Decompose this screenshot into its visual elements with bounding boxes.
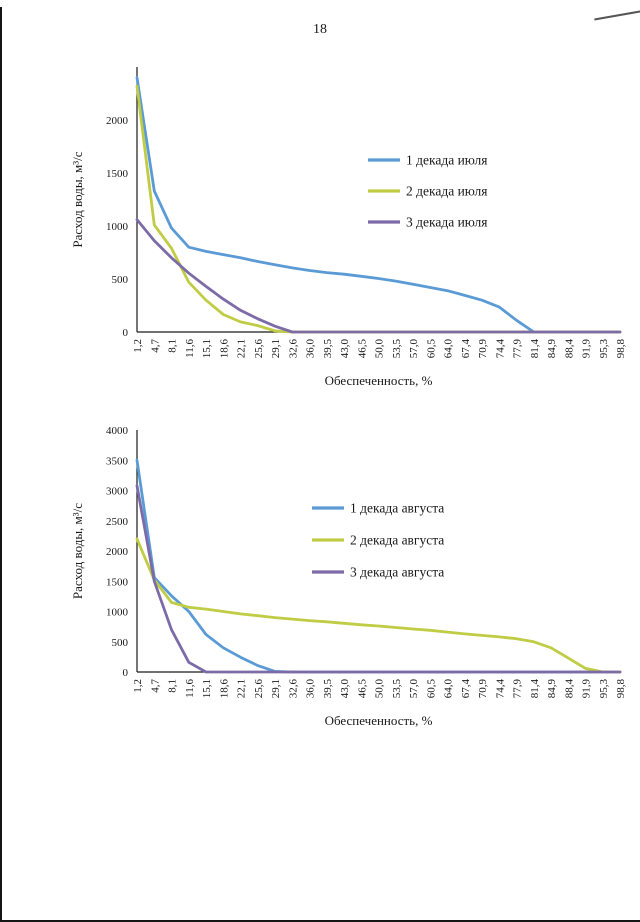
x-tick-label: 81,4 bbox=[529, 679, 541, 699]
x-tick-label: 50,0 bbox=[374, 679, 386, 699]
x-tick-label: 15,1 bbox=[201, 679, 213, 698]
chart-august-decades: 0 500 1000 1500 2000 2500 3000 3500 4000 1,2 4,7 8,… bbox=[55, 395, 640, 740]
x-tick-label: 74,4 bbox=[494, 339, 506, 359]
chart-july-decades: 0 500 1000 1500 2000 1,2 4,7 8,1 11,6 15,1 18,6 22,… bbox=[55, 55, 640, 400]
legend-label: 1 декада августа bbox=[350, 501, 444, 516]
x-tick-label: 29,1 bbox=[270, 339, 282, 358]
x-tick-label: 46,5 bbox=[356, 679, 368, 699]
x-tick-label: 77,9 bbox=[512, 339, 524, 359]
x-tick-label: 98,8 bbox=[615, 339, 627, 359]
x-tick-label: 53,5 bbox=[391, 339, 403, 359]
x-tick-label: 70,9 bbox=[477, 339, 489, 359]
x-tick-label: 91,9 bbox=[581, 339, 593, 359]
x-tick-label: 39,5 bbox=[322, 679, 334, 699]
page-number: 18 bbox=[313, 22, 327, 37]
scan-mark-top-right bbox=[594, 9, 640, 21]
x-tick-label: 60,5 bbox=[425, 339, 437, 359]
y-tick-label: 3000 bbox=[106, 486, 129, 498]
x-tick-label: 91,9 bbox=[581, 679, 593, 699]
y-tick-label: 500 bbox=[112, 274, 129, 286]
x-tick-label: 22,1 bbox=[236, 339, 248, 358]
chart-canvas: 0 500 1000 1500 2000 1,2 4,7 8,1 11,6 15,1 18,6 22,… bbox=[70, 67, 627, 388]
x-tick-label: 57,0 bbox=[408, 339, 420, 359]
x-tick-label: 18,6 bbox=[218, 679, 230, 699]
x-tick-label: 95,3 bbox=[598, 339, 610, 359]
x-tick-label: 70,9 bbox=[477, 679, 489, 699]
legend-label: 2 декада августа bbox=[350, 533, 444, 548]
x-tick-label: 50,0 bbox=[374, 339, 386, 359]
x-tick-label: 64,0 bbox=[443, 339, 455, 359]
x-tick-label: 53,5 bbox=[391, 679, 403, 699]
scan-border-left bbox=[0, 7, 2, 922]
x-tick-label: 81,4 bbox=[529, 339, 541, 359]
y-tick-label: 0 bbox=[123, 667, 129, 679]
x-tick-label: 22,1 bbox=[236, 679, 248, 698]
legend-label: 3 декада августа bbox=[350, 565, 444, 580]
x-tick-label: 43,0 bbox=[339, 339, 351, 359]
x-tick-label: 74,4 bbox=[494, 679, 506, 699]
x-tick-label: 11,6 bbox=[184, 679, 196, 698]
series-line bbox=[135, 84, 622, 334]
x-tick-label: 1,2 bbox=[132, 679, 144, 693]
x-tick-label: 32,6 bbox=[287, 339, 299, 359]
x-tick-label: 95,3 bbox=[598, 679, 610, 699]
x-tick-label: 15,1 bbox=[201, 339, 213, 358]
series-line bbox=[135, 484, 622, 674]
x-tick-label: 32,6 bbox=[287, 679, 299, 699]
legend-label: 3 декада июля bbox=[406, 215, 488, 230]
x-tick-label: 36,0 bbox=[305, 679, 317, 699]
x-tick-label: 8,1 bbox=[167, 339, 179, 353]
x-tick-label: 84,9 bbox=[546, 339, 558, 359]
x-tick-label: 88,4 bbox=[563, 339, 575, 359]
legend-label: 2 декада июля bbox=[406, 184, 488, 199]
x-tick-label: 25,6 bbox=[253, 679, 265, 699]
x-tick-label: 18,6 bbox=[218, 339, 230, 359]
x-tick-label: 98,8 bbox=[615, 679, 627, 699]
y-tick-label: 4000 bbox=[106, 425, 129, 437]
y-axis-title: Расход воды, м³/с bbox=[70, 503, 85, 599]
y-tick-label: 0 bbox=[123, 327, 129, 339]
x-tick-label: 36,0 bbox=[305, 339, 317, 359]
x-tick-label: 43,0 bbox=[339, 679, 351, 699]
x-tick-label: 8,1 bbox=[167, 679, 179, 693]
x-tick-label: 25,6 bbox=[253, 339, 265, 359]
y-axis-title: Расход воды, м³/с bbox=[70, 151, 85, 247]
x-tick-label: 11,6 bbox=[184, 339, 196, 358]
y-tick-label: 500 bbox=[112, 637, 129, 649]
x-tick-label: 1,2 bbox=[132, 339, 144, 353]
x-tick-label: 60,5 bbox=[425, 679, 437, 699]
x-tick-label: 29,1 bbox=[270, 679, 282, 698]
y-tick-label: 1500 bbox=[106, 576, 129, 588]
x-tick-label: 57,0 bbox=[408, 679, 420, 699]
series-line bbox=[135, 537, 622, 674]
y-tick-label: 3500 bbox=[106, 455, 129, 467]
y-tick-label: 2000 bbox=[106, 115, 129, 127]
y-tick-label: 2500 bbox=[106, 516, 129, 528]
series-line bbox=[135, 76, 622, 334]
x-tick-label: 77,9 bbox=[512, 679, 524, 699]
x-tick-label: 4,7 bbox=[149, 679, 161, 693]
x-axis-title: Обеспеченность, % bbox=[325, 713, 433, 728]
chart-canvas: 0 500 1000 1500 2000 2500 3000 3500 4000 1,2 4,7 8,… bbox=[70, 425, 627, 728]
x-tick-label: 64,0 bbox=[443, 679, 455, 699]
y-tick-label: 1000 bbox=[106, 221, 129, 233]
x-axis-title: Обеспеченность, % bbox=[325, 373, 433, 388]
x-tick-label: 84,9 bbox=[546, 679, 558, 699]
x-tick-label: 88,4 bbox=[563, 679, 575, 699]
legend-label: 1 декада июля bbox=[406, 153, 488, 168]
x-tick-label: 67,4 bbox=[460, 679, 472, 699]
y-tick-label: 1500 bbox=[106, 168, 129, 180]
series-line bbox=[135, 218, 622, 334]
x-tick-label: 39,5 bbox=[322, 339, 334, 359]
y-tick-label: 2000 bbox=[106, 546, 129, 558]
scan-border-bottom bbox=[0, 920, 640, 922]
x-tick-label: 67,4 bbox=[460, 339, 472, 359]
x-tick-label: 46,5 bbox=[356, 339, 368, 359]
x-tick-label: 4,7 bbox=[149, 339, 161, 353]
y-tick-label: 1000 bbox=[106, 607, 129, 619]
